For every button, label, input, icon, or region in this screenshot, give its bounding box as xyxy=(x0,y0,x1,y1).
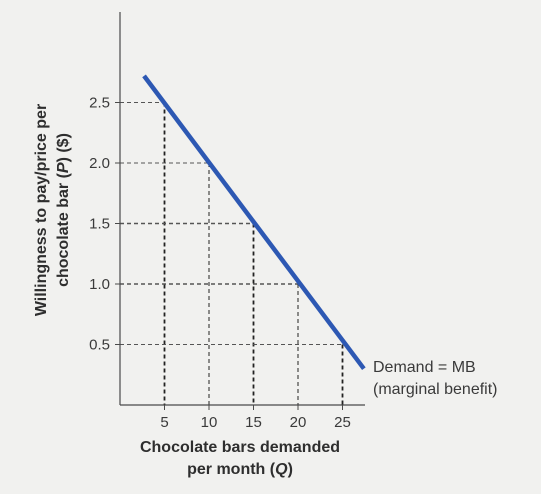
y-axis-title-symbol: P xyxy=(55,162,72,173)
x-tick-label: 25 xyxy=(334,414,351,431)
demand-curve xyxy=(142,74,366,371)
x-axis-title-text: per month ( xyxy=(187,461,276,478)
series-label-line1: Demand = MB xyxy=(373,359,476,376)
x-axis-ticks: 5 10 15 20 25 xyxy=(160,405,351,431)
y-axis-ticks: 2.5 2.0 1.5 1.0 0.5 xyxy=(89,95,120,354)
y-tick-label: 1.5 xyxy=(89,216,110,233)
y-tick-label: 1.0 xyxy=(89,276,110,293)
y-tick-label: 2.5 xyxy=(89,95,110,112)
y-axis-title-close: ) ($) xyxy=(55,133,72,162)
x-tick-label: 15 xyxy=(245,414,262,431)
x-axis-title-close: ) xyxy=(288,461,293,478)
series-label-line2: (marginal benefit) xyxy=(373,381,498,398)
y-axis-title: Willingness to pay/price per chocolate b… xyxy=(33,104,72,316)
y-axis-title-line1: Willingness to pay/price per xyxy=(33,104,50,316)
y-axis-title-text: chocolate bar ( xyxy=(55,172,72,286)
x-axis-title-symbol: Q xyxy=(275,461,288,478)
x-axis-title-line2: per month (Q) xyxy=(187,461,293,478)
y-tick-label: 0.5 xyxy=(89,337,110,354)
series-group xyxy=(142,74,366,371)
x-axis-title-line1: Chocolate bars demanded xyxy=(140,439,340,456)
guide-lines xyxy=(120,102,344,405)
x-tick-label: 20 xyxy=(290,414,307,431)
x-tick-label: 10 xyxy=(201,414,218,431)
x-tick-label: 5 xyxy=(160,414,168,431)
y-axis-title-line2: chocolate bar (P) ($) xyxy=(55,133,72,287)
y-tick-label: 2.0 xyxy=(89,155,110,172)
